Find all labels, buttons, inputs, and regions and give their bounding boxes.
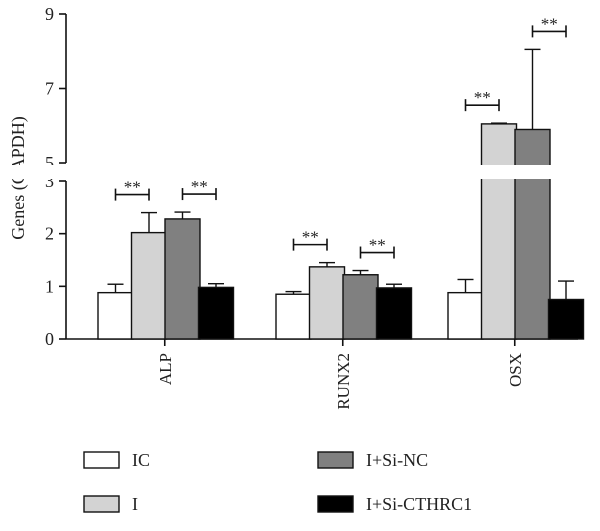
significance-label: **	[191, 177, 208, 196]
axis-break	[0, 165, 578, 179]
x-tick-label: ALP	[156, 353, 175, 385]
y-tick-label: 3	[45, 171, 54, 191]
bar-i-si-nc	[514, 128, 551, 340]
bar-i-si-cthrc1	[547, 298, 585, 340]
significance-label: **	[541, 14, 558, 33]
bar-i-si-nc	[342, 274, 379, 340]
y-tick-label: 2	[45, 224, 54, 244]
bar-ic	[97, 291, 134, 340]
legend-label: I	[132, 494, 138, 514]
y-tick-label: 0	[45, 329, 54, 349]
legend-swatch-i-si-cthrc1	[317, 495, 354, 513]
legend-label: IC	[132, 450, 150, 470]
bar-i-si-cthrc1	[375, 287, 413, 340]
significance-label: **	[124, 178, 141, 197]
significance-label: **	[369, 236, 386, 255]
legend-label: I+Si-CTHRC1	[366, 494, 472, 514]
y-tick-label: 5	[45, 153, 54, 173]
bar-i	[308, 266, 346, 340]
bar-i-si-nc	[164, 218, 201, 340]
legend-label: I+Si-NC	[366, 450, 428, 470]
x-tick-label: RUNX2	[334, 353, 353, 410]
significance-label: **	[474, 88, 491, 107]
legend-swatch-ic	[83, 451, 120, 469]
legend-swatch-i-si-nc	[317, 451, 354, 469]
bar-i	[480, 123, 518, 340]
y-tick-label: 9	[45, 4, 54, 24]
bar-i	[130, 231, 168, 340]
significance-label: **	[302, 228, 319, 247]
x-tick-label: OSX	[506, 353, 525, 387]
bar-i-si-cthrc1	[197, 286, 235, 340]
bar-ic	[275, 293, 312, 340]
y-tick-label: 7	[45, 79, 54, 99]
bar-ic	[447, 291, 484, 340]
legend-swatch-i	[83, 495, 120, 513]
y-tick-label: 1	[45, 276, 54, 296]
